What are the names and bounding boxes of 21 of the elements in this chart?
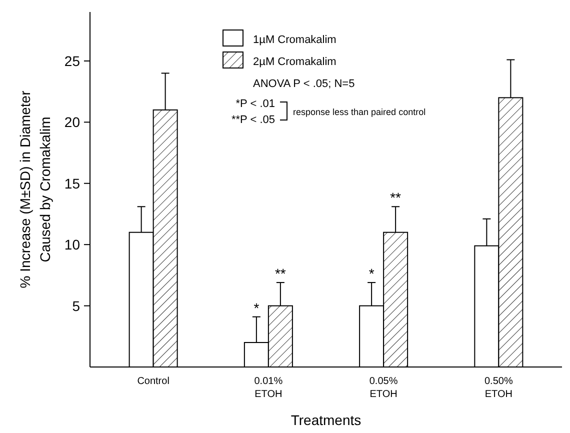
y-tick-label: 25: [64, 52, 80, 69]
y-tick-label: 20: [64, 114, 80, 130]
annotation: **: [390, 190, 402, 206]
legend-label: 1µM Cromakalim: [253, 34, 336, 46]
x-tick-label: 0.50% ETOH: [484, 376, 513, 400]
annotation: *P < .01: [236, 98, 275, 110]
x-tick-label: 0.01% ETOH: [254, 376, 283, 400]
y-tick-label: 5: [72, 298, 80, 314]
x-tick-label: Control: [137, 376, 170, 387]
annotation: **: [274, 266, 286, 282]
x-tick-label: 0.05% ETOH: [369, 376, 398, 400]
annotation: *: [254, 300, 260, 316]
annotation: ANOVA P < .05; N=5: [253, 78, 355, 90]
annotation: **P < .05: [231, 114, 275, 126]
annotation: response less than paired control: [293, 107, 426, 117]
y-tick-label: 15: [64, 175, 80, 192]
y-axis-title: % Increase (M±SD) in Diameter Caused by Cromakalim: [17, 90, 53, 288]
y-tick-label: 10: [64, 236, 80, 253]
legend-label: 2µM Cromakalim: [253, 56, 336, 68]
x-axis-title: Treatments: [290, 412, 362, 428]
annotation: *: [368, 266, 375, 282]
